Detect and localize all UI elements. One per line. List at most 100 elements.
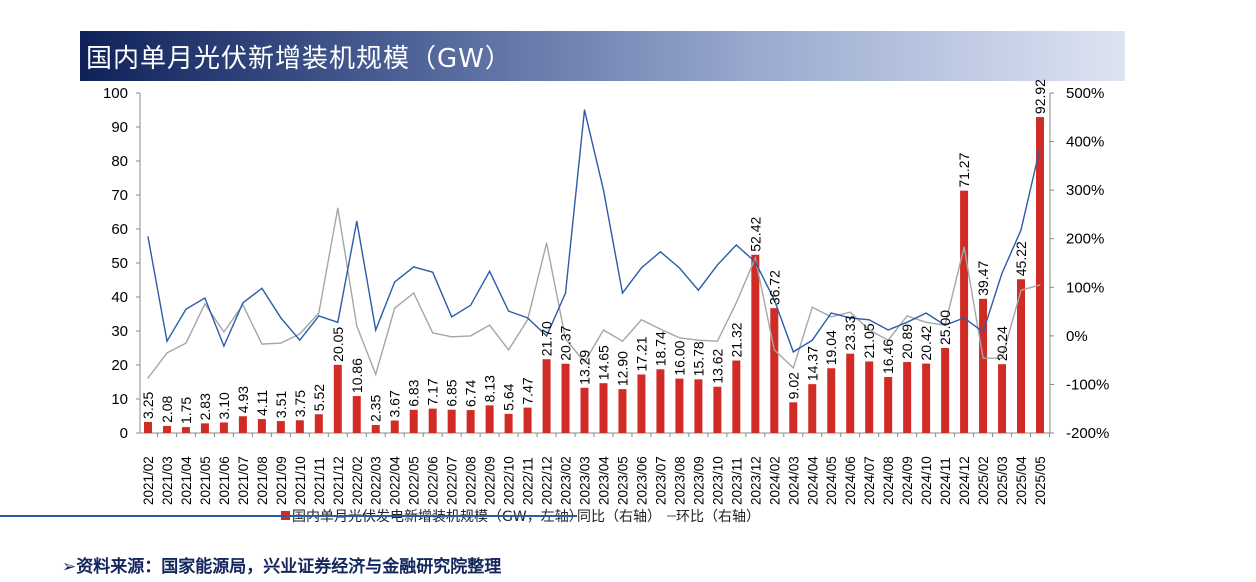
bar-value-label: 52.42 — [747, 217, 763, 252]
mom-line-point — [1039, 284, 1041, 286]
x-tick-label: 2022/05 — [407, 456, 422, 505]
bar-value-label: 18.74 — [652, 331, 668, 366]
bar — [675, 378, 684, 433]
bar — [732, 360, 741, 433]
mom-line-point — [526, 319, 529, 321]
bar — [656, 369, 665, 433]
mom-line-point — [451, 336, 453, 338]
yoy-line-point — [470, 304, 472, 306]
yoy-line-point — [583, 109, 586, 111]
yoy-line-point — [564, 292, 567, 294]
x-tick-label: 2022/11 — [521, 457, 536, 505]
mom-line-point — [432, 332, 434, 334]
x-tick-label: 2022/12 — [540, 456, 555, 505]
x-tick-label: 2024/08 — [881, 456, 896, 505]
left-tick-label: 100 — [103, 85, 128, 102]
x-tick-label: 2023/08 — [672, 456, 687, 505]
bar-value-label: 19.04 — [823, 330, 839, 365]
x-tick-label: 2021/10 — [293, 456, 308, 505]
mom-line-point — [602, 329, 605, 331]
right-tick-label: -100% — [1066, 376, 1109, 393]
bar — [1017, 279, 1026, 433]
bar — [960, 190, 969, 433]
yoy-line-point — [1039, 147, 1041, 149]
right-tick-label: 200% — [1066, 231, 1104, 248]
x-tick-label: 2021/05 — [198, 456, 213, 505]
yoy-line-point — [944, 324, 946, 326]
legend: 国内单月光伏发电新增装机规模（GW，左轴） 同比（右轴） 环比（右轴） — [0, 509, 760, 525]
bar-value-label: 6.83 — [406, 379, 422, 406]
yoy-line-point — [394, 281, 396, 283]
bar-value-label: 20.42 — [918, 325, 934, 360]
bar-value-label: 1.75 — [178, 397, 194, 424]
bar — [903, 361, 912, 433]
bar — [789, 402, 798, 433]
bar — [599, 383, 608, 433]
x-tick-label: 2023/06 — [634, 456, 649, 505]
mom-line-point — [659, 328, 662, 330]
legend-yoy-label: 同比（右轴） — [577, 509, 661, 525]
mom-line-point — [356, 325, 358, 327]
yoy-line-point — [337, 321, 339, 323]
yoy-line-point — [318, 315, 320, 317]
x-tick-label: 2025/02 — [976, 456, 991, 505]
x-tick-label: 2021/03 — [160, 456, 175, 505]
bar-value-label: 3.67 — [387, 390, 403, 417]
x-tick-label: 2023/12 — [748, 456, 763, 505]
chart-title: 国内单月光伏新增装机规模（GW） — [86, 44, 512, 74]
left-tick-label: 60 — [111, 221, 128, 238]
bar-value-label: 7.47 — [520, 377, 536, 404]
left-tick-label: 80 — [111, 153, 128, 170]
bar — [751, 254, 760, 433]
right-tick-label: 0% — [1066, 328, 1088, 345]
x-tick-label: 2023/10 — [710, 456, 725, 505]
yoy-line-point — [640, 267, 643, 269]
yoy-line-point — [185, 308, 187, 310]
mom-line-point — [545, 242, 548, 244]
yoy-line-point — [830, 312, 832, 314]
yoy-line-point — [868, 319, 870, 321]
x-tick-label: 2023/11 — [729, 457, 744, 505]
yoy-line-point — [811, 339, 813, 341]
mom-line-point — [413, 292, 415, 294]
bar — [1036, 117, 1044, 434]
legend-mom-label: 环比（右轴） — [676, 509, 760, 525]
mom-line-point — [147, 377, 149, 379]
bar-value-label: 5.52 — [311, 384, 327, 411]
mom-line-point — [925, 321, 927, 323]
bar-value-label: 14.65 — [595, 345, 611, 380]
x-tick-label: 2024/05 — [824, 456, 839, 505]
bar — [542, 359, 551, 433]
yoy-line-point — [735, 244, 737, 246]
yoy-line-point — [849, 317, 851, 319]
mom-line-point — [754, 257, 756, 259]
bar — [219, 422, 228, 433]
mom-line-point — [470, 335, 472, 337]
yoy-line-point — [147, 236, 149, 238]
bar — [694, 379, 703, 433]
yoy-line-point — [223, 345, 225, 347]
yoy-line-point — [545, 335, 548, 337]
mom-line-point — [261, 343, 263, 345]
bar — [144, 421, 152, 433]
x-tick-label: 2022/03 — [369, 456, 384, 505]
yoy-line-point — [906, 321, 908, 323]
bar-value-label: 45.22 — [1013, 241, 1029, 276]
bar-value-label: 71.27 — [956, 152, 972, 187]
bar-value-label: 2.83 — [197, 393, 213, 420]
bar-value-label: 16.46 — [880, 339, 896, 374]
x-tick-label: 2023/03 — [578, 456, 593, 505]
x-tick-label: 2023/02 — [559, 456, 574, 505]
yoy-line-point — [526, 317, 529, 319]
mom-line-point — [982, 357, 984, 359]
bar — [276, 421, 285, 433]
right-tick-label: 300% — [1066, 182, 1104, 199]
x-tick-label: 2024/04 — [805, 456, 820, 505]
bar — [637, 374, 646, 433]
x-tick-label: 2021/09 — [274, 456, 289, 505]
bar — [257, 419, 266, 433]
yoy-line-point — [413, 266, 415, 268]
bar — [713, 386, 722, 433]
bar-value-label: 39.47 — [975, 261, 991, 296]
